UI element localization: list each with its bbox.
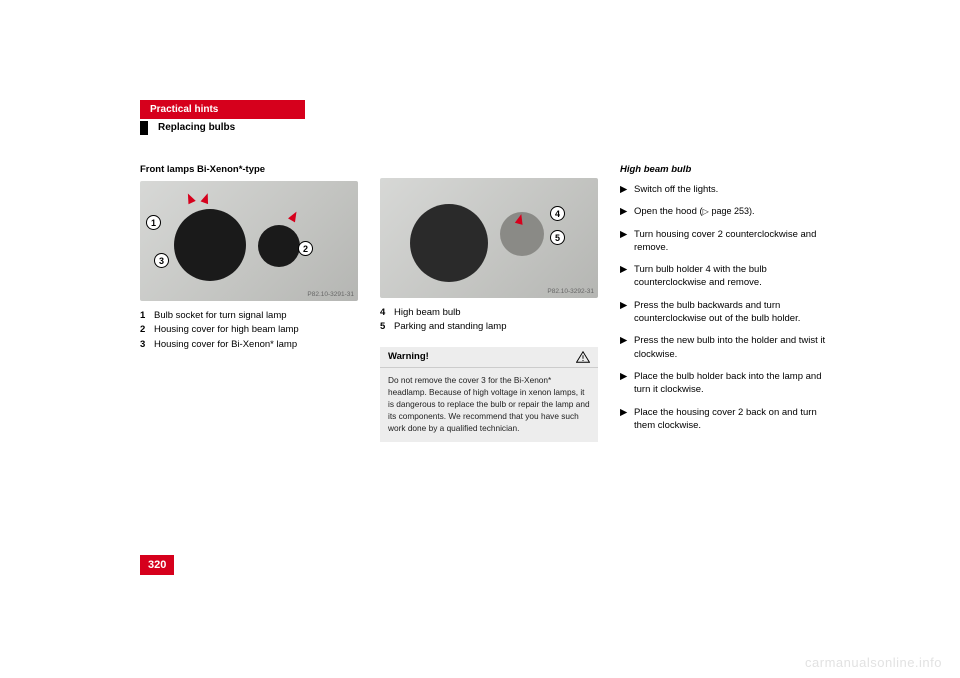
legend-2: 4 High beam bulb 5 Parking and standing la… [380,306,598,335]
section-row: Replacing bulbs [140,119,860,136]
step-marker-icon: ▶ [620,183,628,196]
legend-num: 4 [380,306,390,320]
callout-3: 3 [154,253,169,268]
legend-text: Housing cover for Bi-Xenon* lamp [154,338,297,352]
legend-1: 1 Bulb socket for turn signal lamp 2 Housi… [140,309,358,352]
figure-2-id: P82.10-3292-31 [547,288,594,295]
step-marker-icon: ▶ [620,299,628,326]
warning-triangle-icon [576,351,590,363]
page-number: 320 [140,555,174,575]
warning-body: Do not remove the cover 3 for the Bi-Xen… [380,368,598,442]
warning-box: Warning! Do not remove the cover 3 for t… [380,347,598,442]
legend-num: 1 [140,309,150,323]
red-arrow-icon [288,210,300,223]
step-item: ▶ Switch off the lights. [620,183,838,196]
step-marker-icon: ▶ [620,263,628,290]
legend-text: Bulb socket for turn signal lamp [154,309,287,323]
legend-num: 3 [140,338,150,352]
step-item: ▶Place the bulb holder back into the lam… [620,370,838,397]
figure-1-id: P82.10-3291-31 [307,291,354,298]
step-item: ▶Press the new bulb into the holder and … [620,334,838,361]
step-item: ▶Place the housing cover 2 back on and t… [620,406,838,433]
step-item: ▶ Open the hood (▷ page 253). [620,205,838,218]
legend-row: 3 Housing cover for Bi-Xenon* lamp [140,338,358,352]
step-item: ▶Turn bulb holder 4 with the bulb counte… [620,263,838,290]
content-columns: Front lamps Bi-Xenon*-type 1 3 2 P82.10-… [140,164,860,442]
pageref-icon: ▷ [703,207,709,216]
callout-2: 2 [298,241,313,256]
watermark-text: carmanualsonline.info [805,655,942,670]
callout-1: 1 [146,215,161,230]
step-marker-icon: ▶ [620,370,628,397]
step-text: Open the hood (▷ page 253). [634,205,755,218]
step-text: Press the new bulb into the holder and t… [634,334,838,361]
legend-text: Parking and standing lamp [394,320,507,334]
legend-row: 1 Bulb socket for turn signal lamp [140,309,358,323]
step-marker-icon: ▶ [620,406,628,433]
step-marker-icon: ▶ [620,205,628,218]
step-text: Turn housing cover 2 counterclockwise an… [634,228,838,255]
step-marker-icon: ▶ [620,334,628,361]
step-text: Switch off the lights. [634,183,718,196]
red-arrow-icon [201,192,212,204]
section-marker [140,121,148,135]
header-tabs: Practical hints Replacing bulbs [140,100,860,136]
step-item: ▶Press the bulb backwards and turn count… [620,299,838,326]
figure-2: 4 5 P82.10-3292-31 [380,178,598,298]
step-text: Place the housing cover 2 back on and tu… [634,406,838,433]
column-2: 4 5 P82.10-3292-31 4 High beam bulb 5 Park… [380,164,598,442]
chapter-tab: Practical hints [140,100,305,119]
legend-row: 2 Housing cover for high beam lamp [140,323,358,337]
section-title: Replacing bulbs [148,119,235,136]
legend-num: 5 [380,320,390,334]
warning-header: Warning! [380,347,598,368]
step-marker-icon: ▶ [620,228,628,255]
main-cap-shape [174,209,246,281]
main-cap-shape [410,204,488,282]
column-3: High beam bulb ▶ Switch off the lights. ▶… [620,164,838,442]
callout-5: 5 [550,230,565,245]
col3-title: High beam bulb [620,164,838,175]
red-arrow-icon [184,192,195,204]
small-cap-shape [258,225,300,267]
figure-1: 1 3 2 P82.10-3291-31 [140,181,358,301]
legend-row: 5 Parking and standing lamp [380,320,598,334]
legend-num: 2 [140,323,150,337]
column-1: Front lamps Bi-Xenon*-type 1 3 2 P82.10-… [140,164,358,442]
step-text: Place the bulb holder back into the lamp… [634,370,838,397]
step-text: Press the bulb backwards and turn counte… [634,299,838,326]
manual-page: Practical hints Replacing bulbs Front la… [140,100,860,442]
step-item: ▶Turn housing cover 2 counterclockwise a… [620,228,838,255]
step-text: Turn bulb holder 4 with the bulb counter… [634,263,838,290]
warning-label: Warning! [388,351,429,362]
legend-text: Housing cover for high beam lamp [154,323,299,337]
legend-text: High beam bulb [394,306,461,320]
legend-row: 4 High beam bulb [380,306,598,320]
col1-title: Front lamps Bi-Xenon*-type [140,164,358,175]
callout-4: 4 [550,206,565,221]
procedure-steps: ▶ Switch off the lights. ▶ Open the hood (… [620,183,838,432]
